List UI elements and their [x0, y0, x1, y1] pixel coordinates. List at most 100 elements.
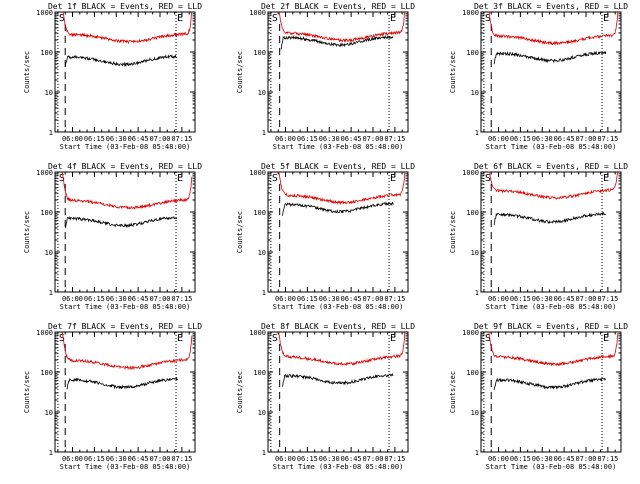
marker-label-s: S: [59, 333, 65, 344]
marker-label-s: S: [59, 13, 65, 24]
y-tick-label: 1000: [249, 329, 266, 337]
y-tick-label: 10: [471, 409, 479, 417]
y-tick-label: 1000: [249, 169, 266, 177]
panel-title: Det 1f BLACK = Events, RED = LLD: [48, 2, 202, 11]
panel-det-4: Det 4f BLACK = Events, RED = LLD 1 10 100 10…: [23, 162, 202, 311]
x-axis-label: Start Time (03-Feb-08 05:48:00): [273, 303, 404, 311]
y-tick-label: 10: [45, 249, 53, 257]
x-tick-label: 06:00: [62, 135, 83, 143]
marker-label-e: E: [603, 13, 609, 24]
y-tick-label: 1: [49, 289, 53, 297]
x-tick-label: 06:45: [554, 455, 575, 463]
x-axis-label: Start Time (03-Feb-08 05:48:00): [60, 143, 191, 151]
series-events-line: [64, 54, 178, 68]
marker-label-e: E: [390, 173, 396, 184]
panel-title: Det 7f BLACK = Events, RED = LLD: [48, 322, 202, 331]
x-tick-label: 06:15: [297, 455, 318, 463]
x-tick-label: 06:15: [510, 455, 531, 463]
y-tick-label: 1: [49, 449, 53, 457]
series-events-line: [282, 373, 394, 387]
y-tick-label: 100: [40, 369, 53, 377]
x-tick-label: 06:30: [319, 135, 340, 143]
x-tick-label: 06:30: [106, 135, 127, 143]
y-tick-label: 1: [262, 129, 266, 137]
y-tick-label: 1: [262, 449, 266, 457]
x-tick-label: 07:15: [171, 455, 192, 463]
panel-det-8: Det 8f BLACK = Events, RED = LLD 1 10 100 10…: [236, 322, 415, 471]
marker-label-s: S: [485, 333, 491, 344]
marker-label-e: E: [177, 173, 183, 184]
x-tick-label: 06:30: [106, 455, 127, 463]
y-axis-label: Counts/sec: [23, 211, 31, 253]
x-tick-label: 06:30: [532, 455, 553, 463]
series-lld-line: [278, 171, 406, 205]
x-tick-label: 06:00: [488, 135, 509, 143]
series-lld-line: [61, 171, 193, 210]
y-tick-label: 10: [45, 409, 53, 417]
y-tick-label: 100: [253, 209, 266, 217]
marker-label-e: E: [390, 13, 396, 24]
y-tick-label: 1000: [462, 169, 479, 177]
x-tick-label: 06:15: [510, 135, 531, 143]
x-tick-label: 07:00: [149, 295, 170, 303]
x-axis-label: Start Time (03-Feb-08 05:48:00): [486, 143, 617, 151]
series-events-line: [280, 34, 394, 50]
y-tick-label: 100: [40, 209, 53, 217]
y-tick-label: 1: [475, 449, 479, 457]
x-tick-label: 07:15: [171, 135, 192, 143]
panel-title: Det 8f BLACK = Events, RED = LLD: [261, 322, 415, 331]
y-tick-label: 1000: [36, 9, 53, 17]
panel-det-9: Det 9f BLACK = Events, RED = LLD 1 10 100 10…: [449, 322, 628, 471]
y-tick-label: 10: [471, 249, 479, 257]
y-tick-label: 100: [466, 209, 479, 217]
x-tick-label: 07:00: [149, 135, 170, 143]
series-events-line: [493, 211, 607, 225]
panel-title: Det 6f BLACK = Events, RED = LLD: [474, 162, 628, 171]
x-tick-label: 06:45: [128, 455, 149, 463]
plot-frame: [267, 331, 409, 453]
y-axis-label: Counts/sec: [23, 371, 31, 413]
series-lld-line: [488, 331, 619, 367]
marker-label-e: E: [603, 333, 609, 344]
x-tick-label: 06:45: [341, 135, 362, 143]
panel-title: Det 3f BLACK = Events, RED = LLD: [474, 2, 628, 11]
plot-frame: [267, 11, 409, 133]
x-tick-label: 07:15: [384, 295, 405, 303]
x-tick-label: 06:15: [84, 135, 105, 143]
x-tick-label: 06:30: [319, 455, 340, 463]
x-tick-label: 07:00: [362, 135, 383, 143]
x-tick-label: 07:00: [575, 295, 596, 303]
y-tick-label: 1: [475, 289, 479, 297]
marker-label-s: S: [272, 13, 278, 24]
y-tick-label: 100: [466, 49, 479, 57]
plot-frame: [267, 171, 409, 293]
x-axis-label: Start Time (03-Feb-08 05:48:00): [273, 463, 404, 471]
x-tick-label: 06:30: [532, 295, 553, 303]
panel-det-6: Det 6f BLACK = Events, RED = LLD 1 10 100 10…: [449, 162, 628, 311]
y-tick-label: 100: [253, 369, 266, 377]
series-lld-line: [488, 171, 619, 200]
y-tick-label: 1000: [462, 9, 479, 17]
y-tick-label: 100: [253, 49, 266, 57]
x-tick-label: 07:15: [384, 455, 405, 463]
plot-frame: [480, 171, 622, 293]
plot-frame: [54, 171, 196, 293]
x-tick-label: 07:15: [384, 135, 405, 143]
plot-frame: [54, 11, 196, 133]
x-tick-label: 06:00: [62, 455, 83, 463]
x-tick-label: 06:00: [275, 295, 296, 303]
x-tick-label: 06:15: [297, 295, 318, 303]
x-axis-label: Start Time (03-Feb-08 05:48:00): [486, 303, 617, 311]
x-tick-label: 06:45: [128, 295, 149, 303]
y-tick-label: 100: [466, 369, 479, 377]
y-tick-label: 10: [258, 409, 266, 417]
x-tick-label: 07:00: [575, 135, 596, 143]
y-tick-label: 100: [40, 49, 53, 57]
x-tick-label: 07:00: [575, 455, 596, 463]
x-tick-label: 06:00: [488, 455, 509, 463]
series-lld-line: [61, 331, 193, 371]
marker-label-e: E: [603, 173, 609, 184]
panel-title: Det 4f BLACK = Events, RED = LLD: [48, 162, 202, 171]
x-tick-label: 06:00: [275, 135, 296, 143]
y-axis-label: Counts/sec: [236, 211, 244, 253]
